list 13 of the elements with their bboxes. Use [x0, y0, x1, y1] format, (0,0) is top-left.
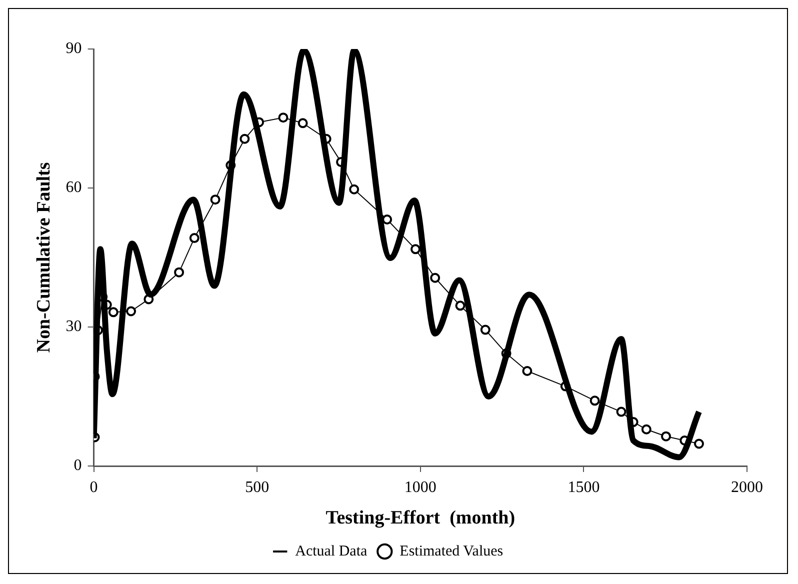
x-tick-label: 1000 — [404, 478, 436, 496]
y-tick-label: 60 — [66, 179, 82, 196]
y-tick-label: 30 — [66, 318, 82, 336]
y-tick-label: 90 — [66, 40, 82, 58]
y-tick-label: 0 — [74, 457, 82, 474]
legend-label: Estimated Values — [400, 543, 504, 560]
x-tick-label: 1500 — [568, 478, 600, 496]
x-tick-label: 2000 — [731, 478, 763, 496]
y-axis-title: Non-Cumulative Faults — [33, 162, 54, 353]
x-axis-title: Testing-Effort (month) — [326, 508, 516, 529]
x-tick-label: 0 — [90, 478, 98, 496]
x-tick-label: 500 — [245, 478, 270, 496]
legend-label: Actual Data — [295, 543, 368, 560]
